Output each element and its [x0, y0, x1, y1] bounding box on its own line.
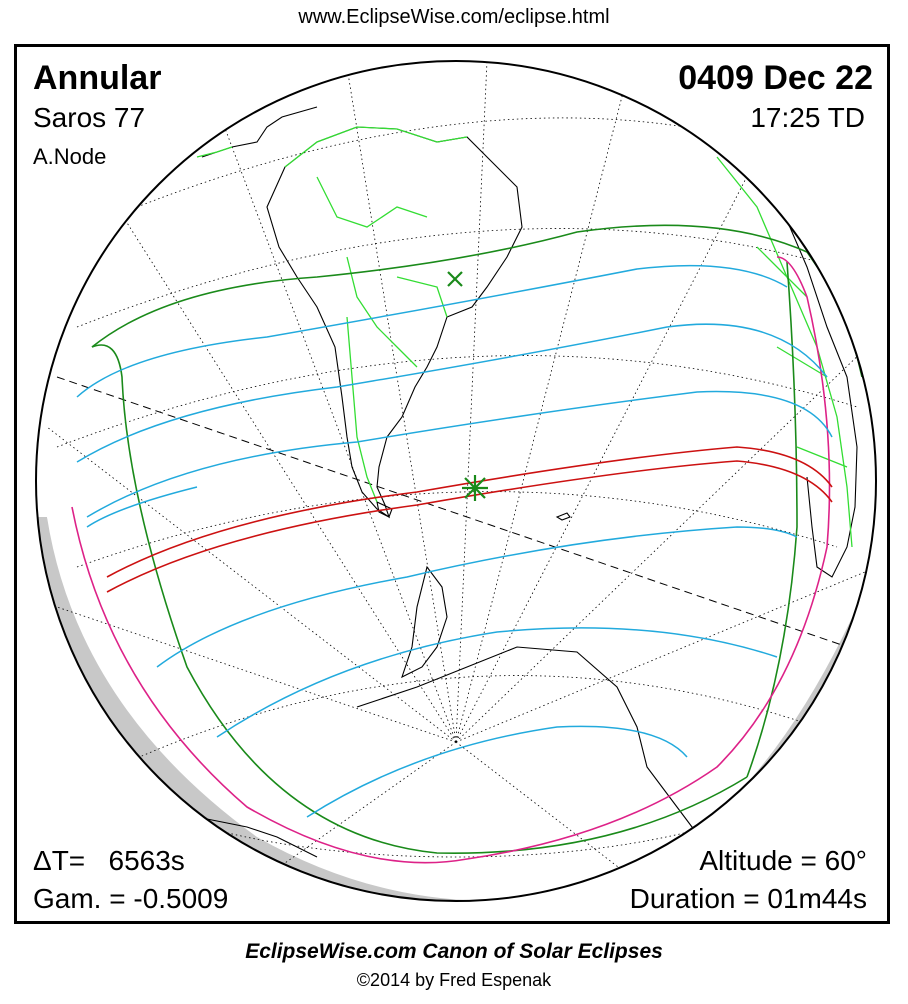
canon-title: EclipseWise.com Canon of Solar Eclipses — [245, 940, 663, 963]
gamma: Gam. = -0.5009 — [33, 883, 229, 914]
central-path-south-limit — [106, 460, 833, 593]
ecliptic-dashed — [56, 376, 876, 658]
south-america-coast — [266, 126, 523, 519]
source-url: www.EclipseWise.com/eclipse.html — [298, 6, 610, 28]
globe-map — [35, 60, 877, 902]
partial-curve-5 — [156, 526, 798, 668]
country-borders — [196, 126, 853, 548]
saros-number: Saros 77 — [33, 102, 146, 133]
partial-curve-4 — [86, 486, 198, 528]
partial-curve-2 — [76, 323, 828, 463]
central-path-north-limit — [106, 446, 833, 578]
greatest-eclipse-marker — [462, 475, 488, 501]
day-region — [47, 467, 857, 885]
antarctic-peninsula-coast — [401, 565, 448, 679]
tierra-del-fuego-coast — [376, 501, 393, 518]
eclipse-date: 0409 Dec 22 — [678, 59, 873, 97]
delta-t: ΔT= 6563s — [33, 845, 185, 876]
lunar-node: A.Node — [33, 144, 107, 169]
rise-set-curve — [71, 256, 831, 864]
central-duration: Duration = 01m44s — [629, 883, 867, 914]
sun-altitude: Altitude = 60° — [699, 845, 867, 876]
antarctica-coast — [356, 646, 708, 848]
partial-curve-1 — [76, 264, 788, 398]
coastlines — [196, 106, 858, 858]
partial-curve-7 — [306, 725, 688, 818]
graticule — [46, 61, 876, 898]
antarctica-coast-west — [196, 816, 318, 858]
south-georgia-coast — [555, 512, 571, 521]
eclipse-time: 17:25 TD — [750, 102, 865, 133]
eclipse-type: Annular — [33, 59, 162, 97]
copyright: ©2014 by Fred Espenak — [356, 970, 552, 990]
central-america-coast — [201, 106, 318, 158]
subsolar-point-marker — [447, 271, 463, 287]
western-penumbral-limit — [91, 344, 748, 854]
partial-curve-3 — [86, 390, 833, 518]
globe-outline — [35, 60, 877, 902]
eclipse-map-panel: Annular 0409 Dec 22 Saros 77 17:25 TD A.… — [14, 44, 890, 924]
partial-curve-6 — [216, 627, 778, 738]
